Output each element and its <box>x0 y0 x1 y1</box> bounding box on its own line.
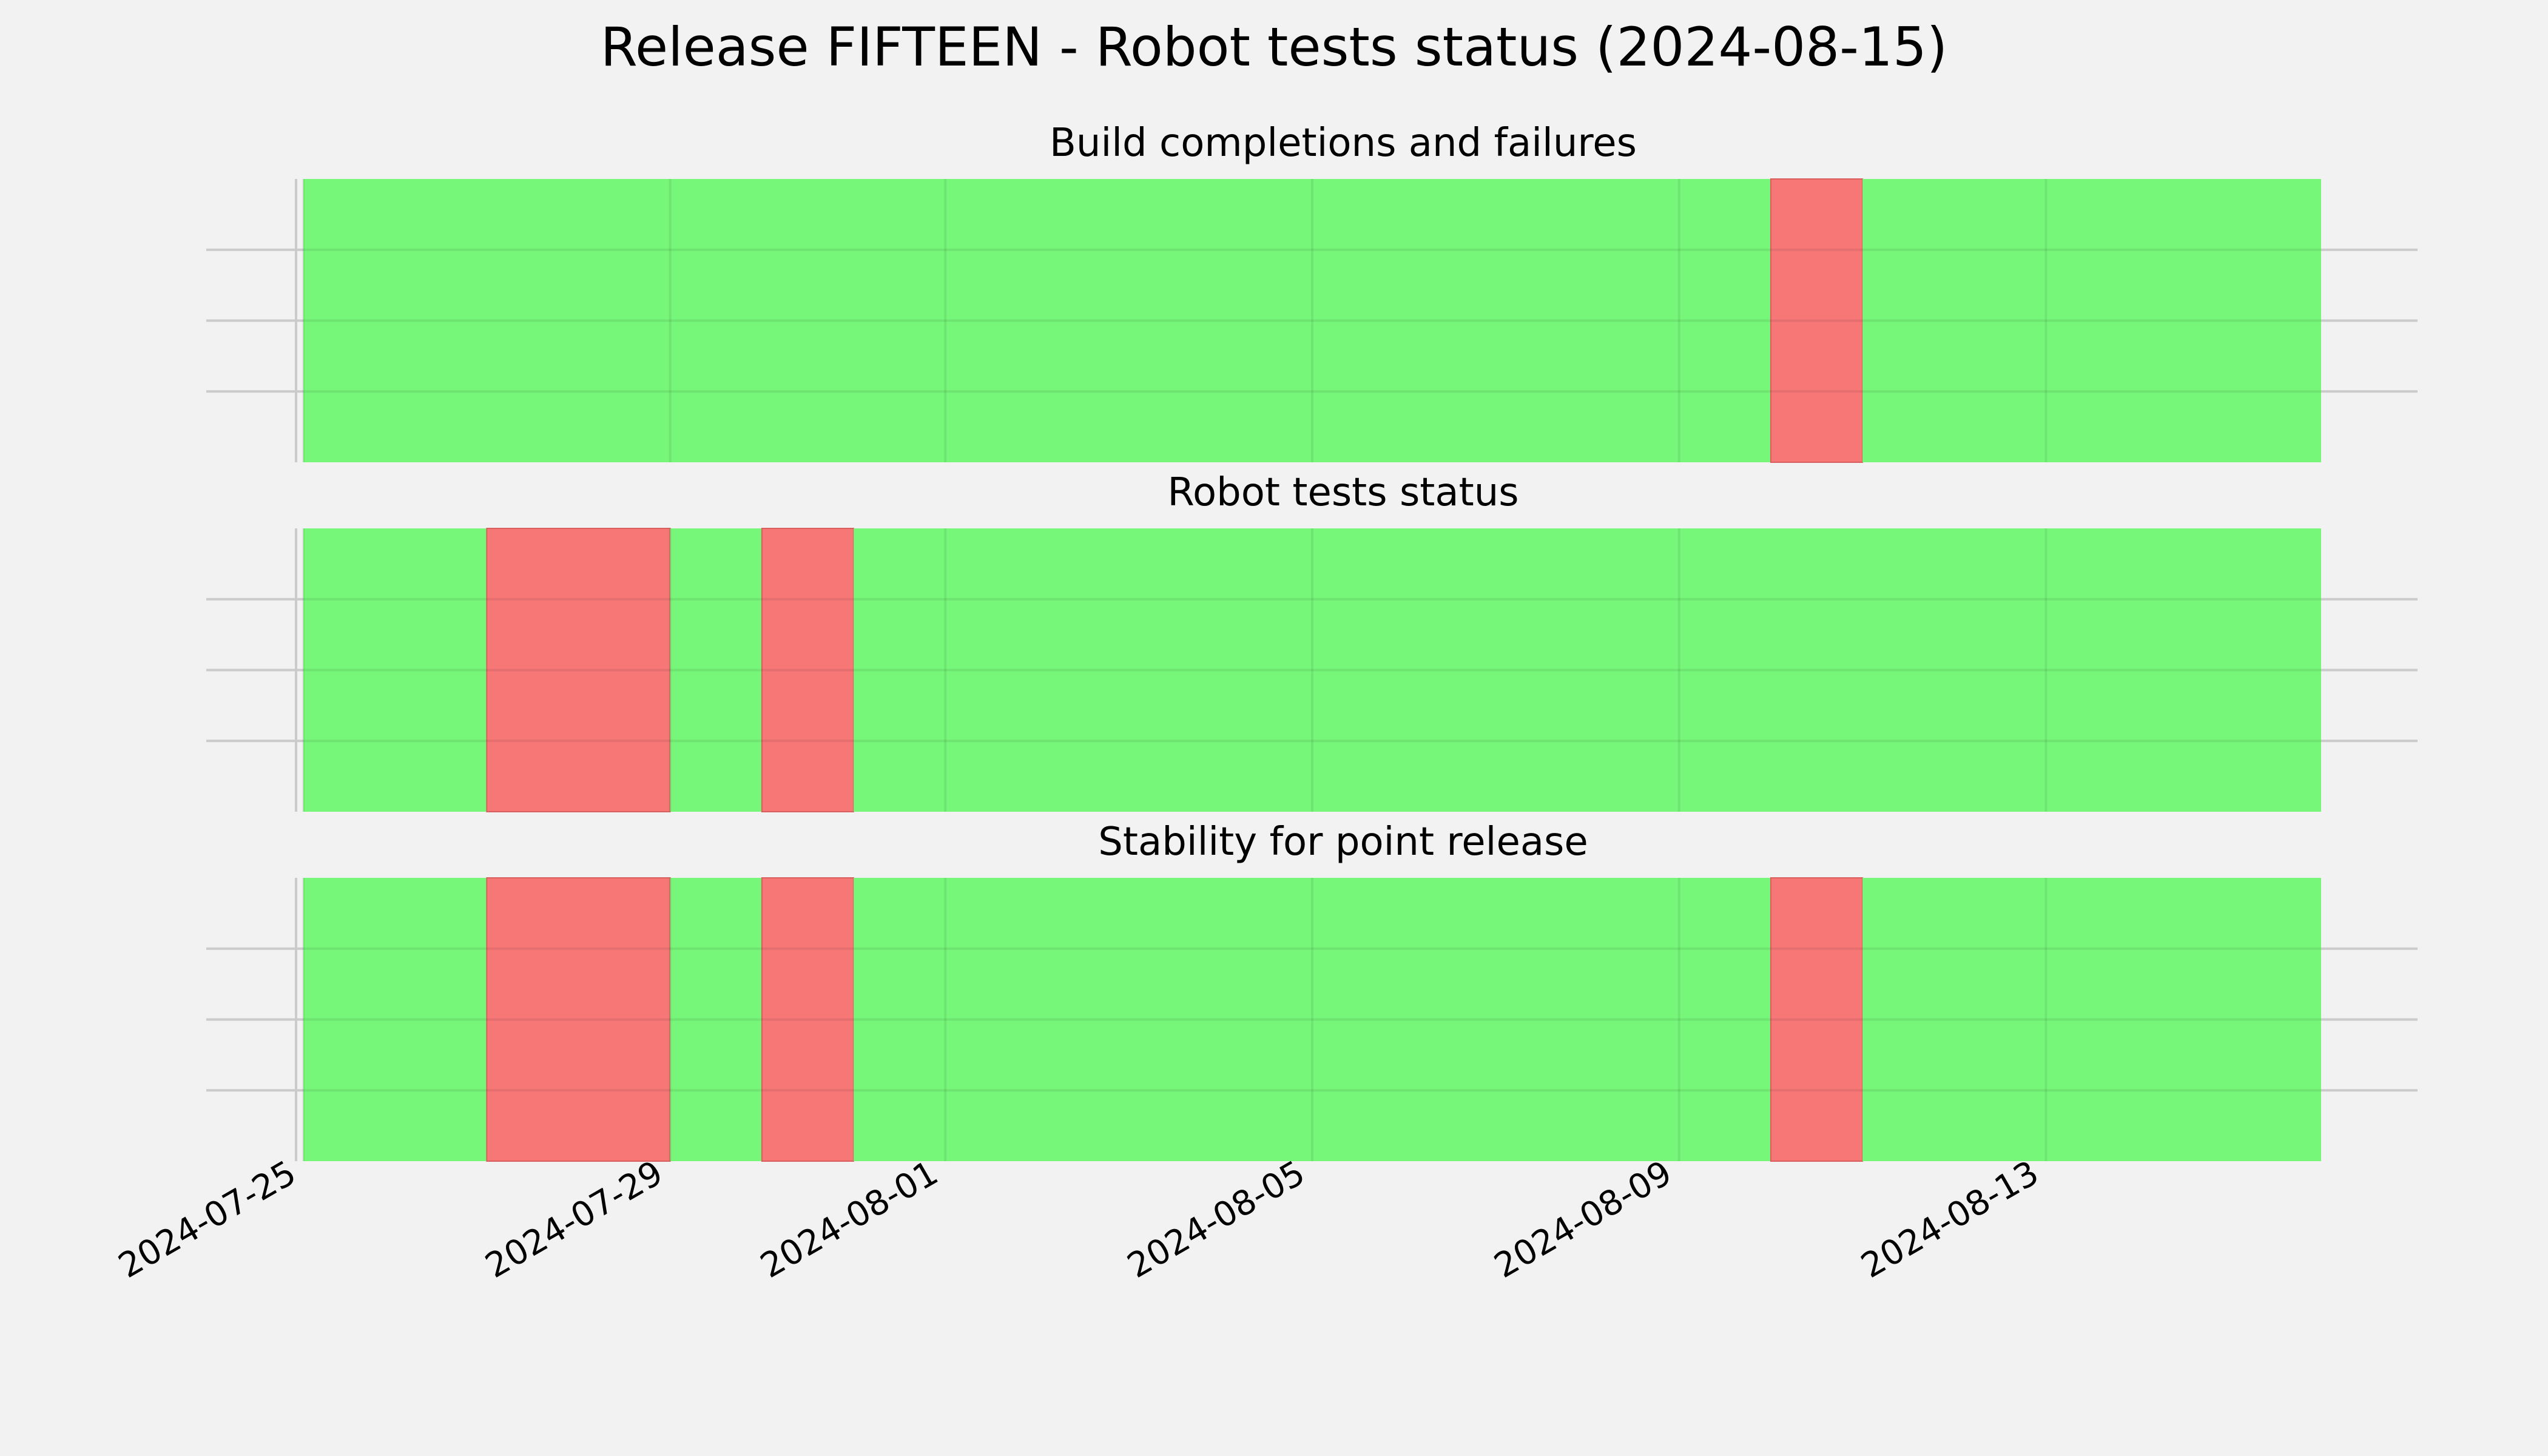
panel-title: Stability for point release <box>1098 820 1588 864</box>
panel-3: Stability for point release <box>206 820 2418 1162</box>
panels: Build completions and failures Robot test… <box>206 121 2418 1162</box>
status-segment-success <box>303 179 1771 462</box>
status-segment-failure <box>486 877 671 1162</box>
panel-title: Robot tests status <box>1167 470 1518 515</box>
status-segment-success <box>854 878 1771 1161</box>
status-segment-failure <box>761 877 855 1162</box>
chart-title: Release FIFTEEN - Robot tests status (20… <box>601 16 1947 78</box>
status-segment-success <box>1862 179 2321 462</box>
status-segment-success <box>670 878 762 1161</box>
status-segment-success <box>303 878 487 1161</box>
status-segment-failure <box>761 528 855 812</box>
status-segment-success <box>670 528 762 812</box>
status-segment-success <box>854 528 2322 812</box>
status-segment-success <box>1862 878 2321 1161</box>
status-segment-success <box>303 528 487 812</box>
panel-title: Build completions and failures <box>1050 121 1637 166</box>
panel-2: Robot tests status <box>206 470 2418 812</box>
status-segment-failure <box>486 528 671 812</box>
panel-1: Build completions and failures <box>206 121 2418 463</box>
status-segment-failure <box>1770 877 1864 1162</box>
